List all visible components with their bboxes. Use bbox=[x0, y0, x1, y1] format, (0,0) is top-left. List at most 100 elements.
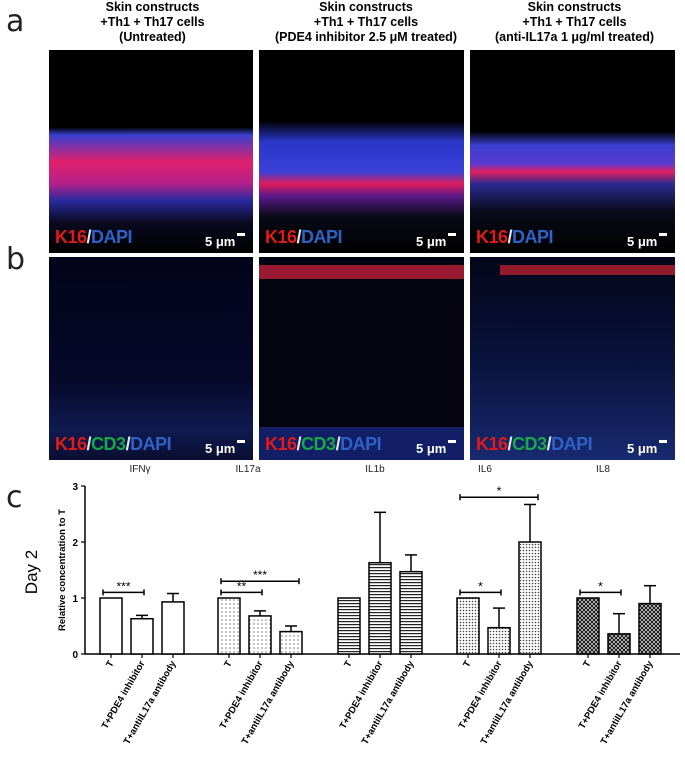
scale-bar-a-1: 5 μm bbox=[205, 233, 679, 249]
bar bbox=[217, 597, 241, 655]
scale-bar-mark bbox=[659, 440, 668, 443]
stain-label-a-3: K16/DAPI bbox=[476, 227, 554, 248]
stain-sep: / bbox=[296, 434, 302, 454]
stain-k16: K16 bbox=[265, 227, 297, 247]
side-label-day2: Day 2 bbox=[22, 550, 41, 594]
stain-k16: K16 bbox=[55, 227, 87, 247]
micrograph-a-untreated bbox=[49, 50, 253, 253]
column-title-anti-il17a: Skin constructs +Th1 + Th17 cells (anti-… bbox=[462, 0, 685, 45]
bar bbox=[130, 617, 154, 655]
stain-sep: / bbox=[86, 434, 92, 454]
stain-sep: / bbox=[335, 434, 341, 454]
significance-label: *** bbox=[253, 568, 267, 582]
stain-sep: / bbox=[296, 227, 302, 247]
y-tick-label: 0 bbox=[72, 650, 78, 661]
bar bbox=[607, 633, 631, 655]
column-title-untreated: Skin constructs +Th1 + Th17 cells (Untre… bbox=[40, 0, 265, 45]
stain-label-a-1: K16/DAPI bbox=[55, 227, 133, 248]
bar bbox=[368, 561, 392, 655]
bar bbox=[248, 615, 272, 655]
scale-label: 5 μm bbox=[205, 234, 236, 249]
scale-label: 5 μm bbox=[416, 441, 447, 456]
micrograph-b-pde4 bbox=[259, 257, 464, 460]
scale-bar-mark bbox=[448, 440, 457, 443]
cytokine-group-title: IL1b bbox=[365, 464, 385, 475]
bar bbox=[576, 597, 600, 655]
stain-sep: / bbox=[546, 434, 552, 454]
micrograph-b-anti-il17a bbox=[470, 257, 675, 460]
column-title-line: +Th1 + Th17 cells bbox=[313, 15, 419, 29]
scale-bar-b-2: 5 μm bbox=[416, 440, 679, 456]
panel-c-letter: c bbox=[6, 480, 23, 515]
scale-bar-mark bbox=[237, 233, 246, 236]
stain-label-b-2: K16/CD3/DAPI bbox=[265, 434, 382, 455]
significance-label: * bbox=[478, 579, 483, 593]
stain-k16: K16 bbox=[476, 227, 508, 247]
panel-b-letter: b bbox=[6, 242, 26, 277]
scale-label: 5 μm bbox=[416, 234, 447, 249]
bar bbox=[638, 602, 662, 655]
cytokine-bar-chart: 0 1 2 3 Relative concentration to T Day 2 IFNγ… bbox=[22, 464, 680, 747]
scale-bar-b-3: 5 μm bbox=[627, 440, 679, 456]
y-tick-label: 3 bbox=[72, 482, 78, 493]
micrograph-b-untreated-image bbox=[49, 257, 253, 460]
x-tick-label: T bbox=[461, 659, 474, 670]
micrograph-b-pde4-image bbox=[259, 257, 464, 460]
y-tick-label: 2 bbox=[72, 538, 78, 549]
cytokine-group-title: IFNγ bbox=[129, 464, 150, 475]
stain-k16: K16 bbox=[265, 434, 297, 454]
scale-bar-a-2: 5 μm bbox=[416, 233, 679, 249]
x-tick-label: T bbox=[581, 659, 594, 670]
column-title-line: +Th1 + Th17 cells bbox=[100, 15, 205, 29]
column-title-line: Skin constructs bbox=[105, 0, 200, 14]
column-title-line: (anti-IL17a 1 μg/ml treated) bbox=[494, 30, 655, 44]
y-axis-label: Relative concentration to T bbox=[57, 509, 68, 631]
stain-dapi: DAPI bbox=[301, 227, 343, 247]
stain-sep: / bbox=[86, 227, 92, 247]
scale-bar-a-3: 5 μm bbox=[627, 233, 679, 249]
stain-k16: K16 bbox=[55, 434, 87, 454]
stain-dapi: DAPI bbox=[512, 227, 554, 247]
scale-bar-mark bbox=[448, 233, 457, 236]
micrograph-a-pde4 bbox=[259, 50, 464, 253]
micrograph-b-anti-il17a-image bbox=[470, 257, 675, 460]
column-title-line: (Untreated) bbox=[119, 30, 186, 44]
cytokine-group-title: IL8 bbox=[596, 464, 610, 475]
stain-dapi: DAPI bbox=[340, 434, 382, 454]
panel-a-letter: a bbox=[6, 4, 25, 39]
scale-label: 5 μm bbox=[205, 441, 236, 456]
stain-k16: K16 bbox=[476, 434, 508, 454]
stain-cd3: CD3 bbox=[512, 434, 547, 454]
bar bbox=[161, 601, 185, 655]
stain-dapi: DAPI bbox=[91, 227, 133, 247]
y-tick-label: 1 bbox=[72, 594, 78, 605]
stain-dapi: DAPI bbox=[551, 434, 593, 454]
scale-label: 5 μm bbox=[627, 441, 658, 456]
column-title-line: Skin constructs bbox=[319, 0, 413, 14]
significance-label: ** bbox=[237, 579, 247, 593]
scale-bar-mark bbox=[659, 233, 668, 236]
column-title-line: Skin constructs bbox=[527, 0, 622, 14]
x-tick-label: T bbox=[104, 659, 117, 670]
micrograph-a-pde4-image bbox=[259, 50, 464, 253]
stain-dapi: DAPI bbox=[130, 434, 172, 454]
significance-label: *** bbox=[116, 579, 130, 593]
bar bbox=[279, 630, 303, 655]
scale-label: 5 μm bbox=[627, 234, 658, 249]
stain-sep: / bbox=[507, 434, 513, 454]
bar bbox=[99, 597, 123, 655]
micrograph-a-anti-il17a bbox=[470, 50, 675, 253]
scale-bar-mark bbox=[237, 440, 246, 443]
x-tick-label: T bbox=[222, 659, 235, 670]
stain-cd3: CD3 bbox=[91, 434, 126, 454]
micrograph-b-untreated bbox=[49, 257, 253, 460]
x-tick-label: T bbox=[342, 659, 355, 670]
significance-label: * bbox=[598, 579, 603, 593]
significance-label: * bbox=[497, 484, 502, 498]
bar bbox=[399, 570, 423, 655]
column-title-line: +Th1 + Th17 cells bbox=[522, 15, 627, 29]
stain-sep: / bbox=[125, 434, 131, 454]
stain-label-b-1: K16/CD3/DAPI bbox=[55, 434, 172, 455]
stain-cd3: CD3 bbox=[301, 434, 336, 454]
cytokine-group-title: IL6 bbox=[478, 464, 492, 475]
